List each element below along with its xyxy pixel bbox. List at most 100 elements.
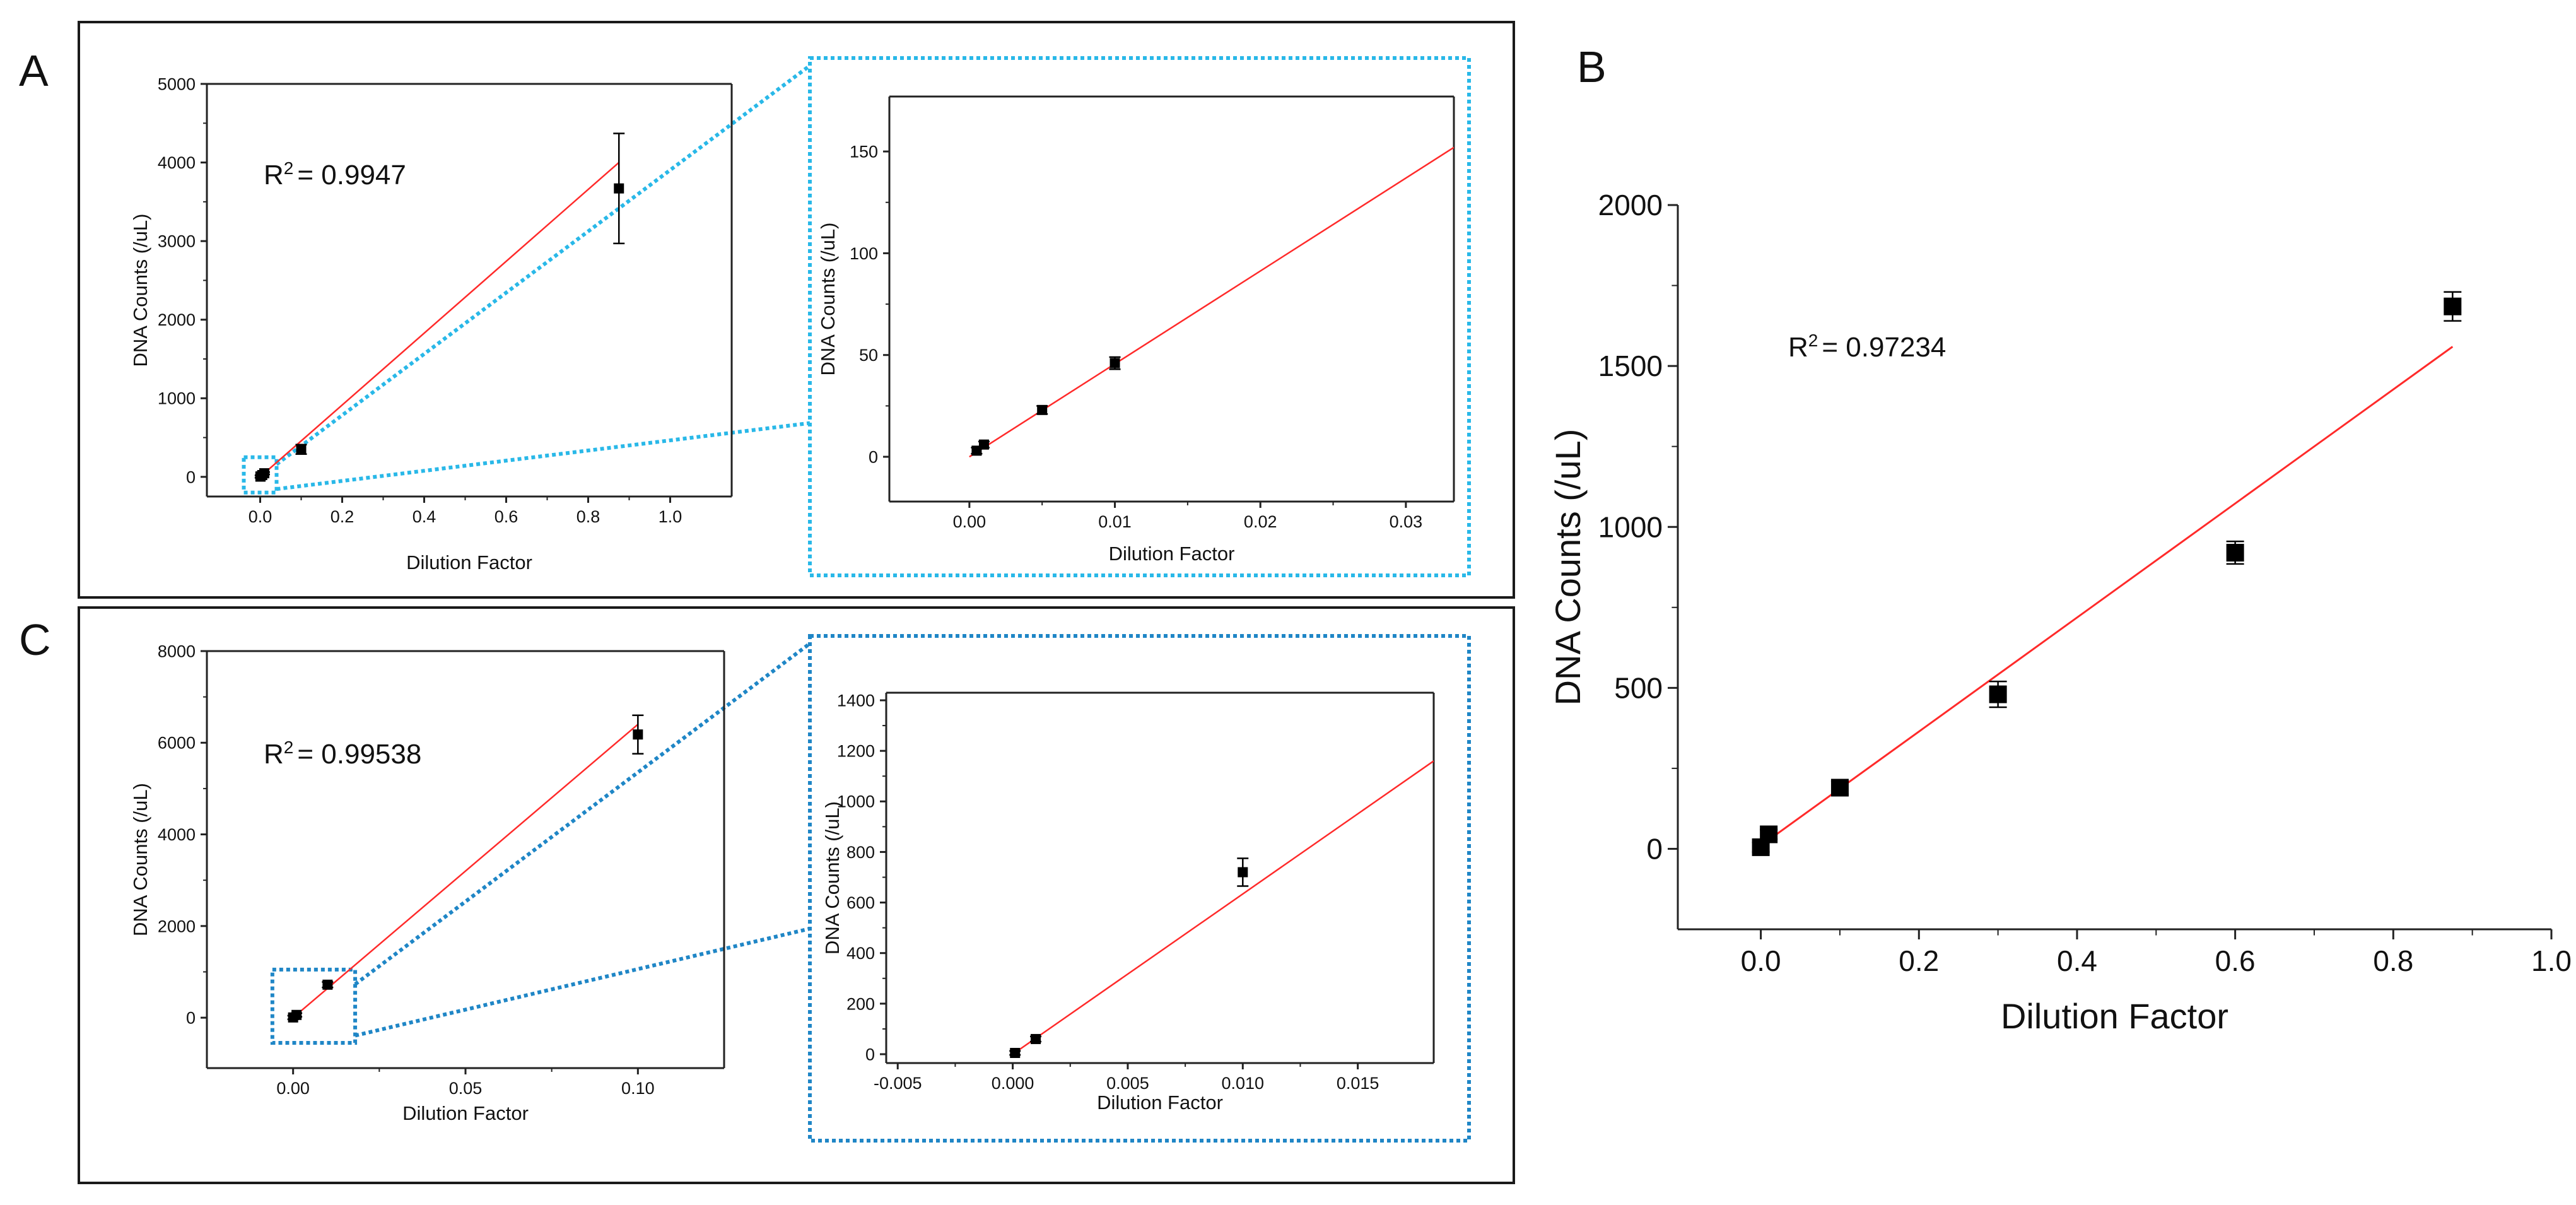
y-tick-label: 0 — [1646, 833, 1663, 866]
y-axis-label: DNA Counts (/uL) — [129, 783, 151, 936]
y-tick-label: 8000 — [158, 642, 196, 661]
fit-line — [969, 146, 1454, 458]
data-point — [291, 1009, 302, 1020]
x-tick-label: 0.4 — [413, 507, 436, 526]
y-axis-label: DNA Counts (/uL) — [129, 214, 151, 367]
y-tick-label: 200 — [846, 994, 875, 1013]
fit-line — [1012, 760, 1434, 1055]
r-squared-exponent: 2 — [284, 158, 294, 178]
y-tick-label: 500 — [1614, 671, 1663, 704]
zoom-box — [270, 967, 358, 1045]
zoom-connector-top — [354, 642, 811, 986]
x-tick-label: 0.015 — [1337, 1074, 1379, 1093]
y-tick-label: 100 — [850, 244, 878, 263]
x-tick-label: 0.8 — [2373, 944, 2413, 977]
data-point — [1037, 404, 1048, 415]
y-tick-label: 1000 — [837, 792, 875, 811]
chart-a-main: 0.0 0.2 0.4 0.6 0.8 1.0 0 1000 2000 3000 4000 5000 D… — [129, 74, 733, 573]
x-tick-label: 0.2 — [331, 507, 354, 526]
zoom-box — [242, 455, 279, 495]
x-tick-label: 0.8 — [577, 507, 600, 526]
x-tick-label: 0.00 — [953, 512, 986, 531]
x-tick-label: 1.0 — [2531, 944, 2572, 977]
chart-a-inset: 0.00 0.01 0.02 0.03 0 50 100 150 Dilution Factor… — [817, 95, 1455, 565]
y-tick-label: 1000 — [1598, 510, 1663, 543]
data-point — [1830, 779, 1849, 797]
data-point — [633, 729, 643, 740]
x-tick-label: 0.01 — [1098, 512, 1132, 531]
y-tick-label: 1000 — [158, 389, 196, 408]
zoom-connector-bottom — [354, 927, 811, 1038]
x-tick-label: 0.000 — [992, 1074, 1034, 1093]
y-axis-label: DNA Counts (/uL) — [1548, 429, 1588, 706]
x-axis-label: Dilution Factor — [402, 1102, 529, 1124]
x-tick-label: 0.6 — [2215, 944, 2256, 977]
y-tick-label: 400 — [846, 944, 875, 963]
data-point — [322, 979, 333, 990]
r-squared-symbol: R — [264, 160, 284, 191]
y-tick-label: 3000 — [158, 232, 196, 251]
r-squared-label: R2 = 0.97234 — [1788, 331, 1946, 363]
r-squared-value: = 0.97234 — [1822, 332, 1946, 363]
panel-a-inset-frame — [808, 56, 1471, 577]
panel-letter-c: C — [19, 615, 51, 664]
y-tick-label: 2000 — [158, 310, 196, 329]
x-tick-label: -0.005 — [874, 1074, 922, 1093]
chart-c-inset: -0.005 0.000 0.005 0.010 0.015 0 200 400 600 800 1… — [821, 691, 1435, 1114]
y-tick-label: 800 — [846, 843, 875, 862]
y-tick-label: 5000 — [158, 74, 196, 93]
panel-c-inset-frame — [808, 634, 1471, 1143]
x-tick-label: 0.10 — [621, 1079, 655, 1098]
r-squared-value: = 0.9947 — [297, 160, 406, 191]
y-axis-label: DNA Counts (/uL) — [817, 223, 839, 376]
y-tick-label: 1200 — [837, 742, 875, 761]
x-tick-label: 0.2 — [1899, 944, 1939, 977]
y-tick-label: 1500 — [1598, 350, 1663, 382]
x-axis-label: Dilution Factor — [2001, 996, 2228, 1036]
chart-b-main: 0.0 0.2 0.4 0.6 0.8 1.0 0 500 1000 1500 2000 Diluti… — [1548, 189, 2572, 1036]
y-tick-label: 6000 — [158, 734, 196, 753]
fit-line — [1760, 346, 2454, 847]
panel-c-frame — [78, 606, 1515, 1184]
r-squared-value: = 0.99538 — [297, 739, 421, 770]
fit-line — [259, 162, 620, 478]
data-point — [1031, 1033, 1041, 1044]
data-point — [2226, 544, 2244, 562]
y-axis-label: DNA Counts (/uL) — [821, 801, 843, 955]
y-tick-label: 0 — [186, 467, 196, 486]
y-tick-label: 1400 — [837, 691, 875, 710]
x-tick-label: 0.005 — [1106, 1074, 1149, 1093]
x-tick-label: 0.6 — [495, 507, 518, 526]
zoom-connectors — [242, 64, 811, 1045]
zoom-connector-bottom — [276, 421, 811, 491]
y-tick-label: 600 — [846, 893, 875, 912]
r-squared-label: R2 = 0.9947 — [264, 158, 406, 191]
data-point — [2444, 297, 2462, 315]
r-squared-exponent: 2 — [284, 738, 294, 757]
y-tick-label: 0 — [865, 1045, 875, 1064]
x-tick-label: 0.010 — [1222, 1074, 1265, 1093]
data-point — [1989, 685, 2007, 703]
data-point — [1238, 867, 1248, 878]
y-tick-label: 4000 — [158, 825, 196, 844]
y-tick-label: 4000 — [158, 153, 196, 172]
data-point — [1010, 1047, 1021, 1058]
panel-letter-a: A — [19, 46, 49, 95]
x-tick-label: 0.02 — [1244, 512, 1277, 531]
y-tick-label: 0 — [186, 1009, 196, 1028]
y-tick-label: 2000 — [1598, 189, 1663, 221]
chart-c-main: 0.00 0.05 0.10 0 2000 4000 6000 8000 Dilution Fa… — [129, 642, 725, 1124]
panel-a-frame — [78, 21, 1515, 599]
y-tick-label: 150 — [850, 143, 878, 162]
x-tick-label: 0.00 — [276, 1079, 310, 1098]
x-axis-label: Dilution Factor — [1109, 543, 1235, 565]
r-squared-symbol: R — [1788, 332, 1808, 363]
x-tick-label: 0.03 — [1390, 512, 1423, 531]
data-point — [1760, 825, 1778, 844]
x-tick-label: 0.0 — [1741, 944, 1781, 977]
x-tick-label: 0.0 — [249, 507, 272, 526]
y-tick-label: 0 — [869, 447, 878, 466]
x-axis-label: Dilution Factor — [1097, 1091, 1223, 1114]
x-tick-label: 1.0 — [659, 507, 682, 526]
